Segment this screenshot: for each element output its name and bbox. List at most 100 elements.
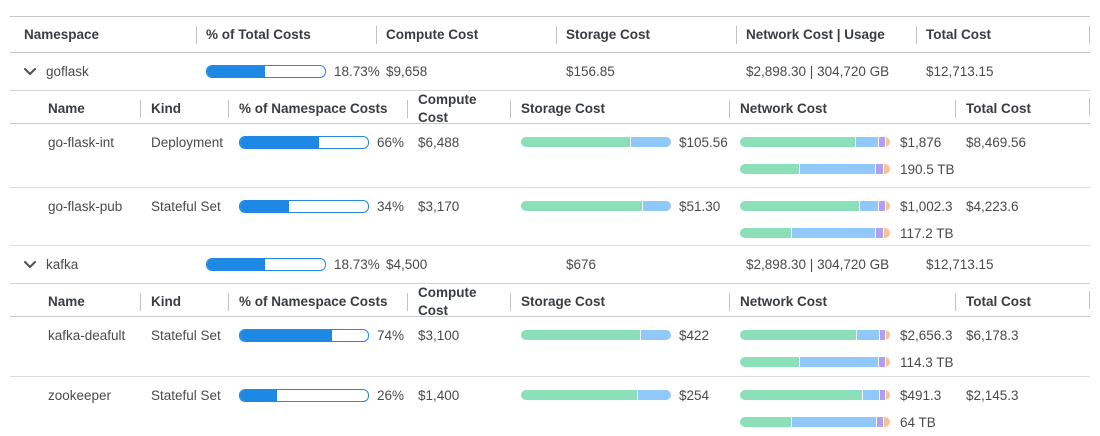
network-cost-bar bbox=[740, 330, 890, 340]
column-header-pct-total[interactable]: % of Total Costs bbox=[196, 26, 376, 44]
workload-table-header: Name Kind % of Namespace Costs Compute C… bbox=[10, 284, 1090, 320]
column-header-network-cost[interactable]: Network Cost bbox=[729, 293, 955, 311]
percent-total-value: 18.73% bbox=[334, 64, 380, 79]
storage-cost-bar bbox=[521, 201, 671, 211]
percent-total-bar bbox=[206, 65, 326, 78]
storage-cost-cell: $51.30 bbox=[510, 188, 729, 245]
network-cost-bar bbox=[740, 390, 890, 400]
column-header-network-cost[interactable]: Network Cost bbox=[729, 100, 955, 118]
network-cost-value: $491.3 bbox=[900, 387, 942, 403]
compute-cost-cell: $3,100 bbox=[407, 317, 510, 376]
storage-cost-cell: $422 bbox=[510, 317, 729, 376]
workload-name-cell: go-flask-int bbox=[10, 124, 140, 187]
storage-cost-bar bbox=[521, 390, 671, 400]
column-header-storage-cost[interactable]: Storage Cost bbox=[510, 293, 729, 311]
pct-total-cell: 18.73% bbox=[196, 53, 380, 90]
workload-kind-cell: Stateful Set bbox=[140, 188, 228, 245]
storage-cost-cell: $105.56 bbox=[510, 124, 729, 187]
network-cost-bar bbox=[740, 137, 890, 147]
percent-namespace-value: 26% bbox=[377, 387, 405, 403]
percent-namespace-value: 66% bbox=[377, 134, 405, 150]
chevron-down-icon[interactable] bbox=[24, 260, 36, 269]
network-cost-cell: $1,002.3 117.2 TB bbox=[729, 188, 955, 245]
workload-name-cell: kafka-deafult bbox=[10, 317, 140, 376]
chevron-down-icon[interactable] bbox=[24, 67, 36, 76]
network-cost-cell: $1,876 190.5 TB bbox=[729, 124, 955, 187]
namespace-name-cell: goflask bbox=[10, 53, 196, 90]
workload-row-go-flask-pub[interactable]: go-flask-pub Stateful Set 34% $3,170 $51… bbox=[10, 188, 1090, 246]
storage-cost-value: $254 bbox=[679, 387, 710, 403]
column-header-kind[interactable]: Kind bbox=[140, 293, 228, 311]
workload-name: zookeeper bbox=[48, 387, 112, 403]
total-cost-cell: $4,223.6 bbox=[955, 188, 1090, 245]
compute-cost-value: $4,500 bbox=[386, 257, 428, 272]
network-usage-bar bbox=[740, 164, 890, 174]
namespace-row-goflask[interactable]: goflask 18.73% $9,658 $156.85 $2,898.30 … bbox=[10, 53, 1090, 91]
column-header-compute-cost[interactable]: Compute Cost bbox=[407, 91, 510, 127]
percent-namespace-value: 74% bbox=[377, 327, 405, 343]
network-cost-value: $1,002.3 bbox=[900, 198, 953, 214]
compute-cost-cell: $6,488 bbox=[407, 124, 510, 187]
network-cost-usage-value: $2,898.30 | 304,720 GB bbox=[746, 64, 890, 79]
column-header-network-cost-usage[interactable]: Network Cost | Usage bbox=[736, 26, 916, 44]
network-usage-value: 117.2 TB bbox=[900, 225, 954, 241]
compute-cost-value: $1,400 bbox=[418, 387, 460, 403]
workload-name-cell: zookeeper bbox=[10, 377, 140, 436]
namespace-name-cell: kafka bbox=[10, 246, 196, 283]
storage-cost-bar bbox=[521, 137, 671, 147]
pct-namespace-cell: 26% bbox=[228, 377, 407, 436]
column-header-name[interactable]: Name bbox=[48, 294, 85, 309]
network-cost-value: $1,876 bbox=[900, 134, 942, 150]
namespace-row-kafka[interactable]: kafka 18.73% $4,500 $676 $2,898.30 | 304… bbox=[10, 246, 1090, 284]
percent-namespace-value: 34% bbox=[377, 198, 405, 214]
total-cost-value: $8,469.56 bbox=[966, 134, 1027, 150]
total-cost-cell: $8,469.56 bbox=[955, 124, 1090, 187]
compute-cost-cell: $3,170 bbox=[407, 188, 510, 245]
storage-cost-value: $156.85 bbox=[566, 64, 615, 79]
column-header-kind[interactable]: Kind bbox=[140, 100, 228, 118]
network-cost-value: $2,656.3 bbox=[900, 327, 953, 343]
percent-namespace-bar bbox=[239, 199, 369, 213]
namespace-cost-table: Namespace % of Total Costs Compute Cost … bbox=[10, 16, 1090, 436]
column-header-total-cost[interactable]: Total Cost bbox=[916, 26, 1090, 44]
network-cost-cell: $2,656.3 114.3 TB bbox=[729, 317, 955, 376]
storage-cost-value: $422 bbox=[679, 327, 710, 343]
namespace-name: kafka bbox=[46, 257, 79, 272]
percent-namespace-bar bbox=[239, 328, 369, 342]
compute-cost-value: $9,658 bbox=[386, 64, 428, 79]
column-header-pct-namespace[interactable]: % of Namespace Costs bbox=[228, 293, 407, 311]
total-cost-value: $2,145.3 bbox=[966, 387, 1019, 403]
pct-namespace-cell: 34% bbox=[228, 188, 407, 245]
workload-kind-cell: Stateful Set bbox=[140, 377, 228, 436]
percent-total-value: 18.73% bbox=[334, 257, 380, 272]
percent-namespace-bar bbox=[239, 388, 369, 402]
pct-namespace-cell: 66% bbox=[228, 124, 407, 187]
network-usage-value: 190.5 TB bbox=[900, 161, 955, 177]
workload-kind: Deployment bbox=[151, 134, 224, 150]
column-header-compute-cost[interactable]: Compute Cost bbox=[407, 284, 510, 320]
pct-total-cell: 18.73% bbox=[196, 246, 380, 283]
total-cost-cell: $6,178.3 bbox=[955, 317, 1090, 376]
column-header-storage-cost[interactable]: Storage Cost bbox=[510, 100, 729, 118]
network-usage-value: 114.3 TB bbox=[900, 354, 954, 370]
compute-cost-value: $3,170 bbox=[418, 198, 460, 214]
column-header-namespace[interactable]: Namespace bbox=[24, 26, 100, 42]
storage-cost-value: $105.56 bbox=[679, 134, 728, 150]
workload-kind-cell: Deployment bbox=[140, 124, 228, 187]
network-usage-value: 64 TB bbox=[900, 414, 936, 430]
column-header-total-cost[interactable]: Total Cost bbox=[955, 100, 1090, 118]
column-header-storage-cost[interactable]: Storage Cost bbox=[556, 26, 736, 44]
column-header-compute-cost[interactable]: Compute Cost bbox=[376, 26, 556, 44]
workload-kind: Stateful Set bbox=[151, 198, 221, 214]
column-header-total-cost[interactable]: Total Cost bbox=[955, 293, 1090, 311]
percent-total-bar bbox=[206, 258, 326, 271]
column-header-pct-namespace[interactable]: % of Namespace Costs bbox=[228, 100, 407, 118]
column-header-name[interactable]: Name bbox=[48, 101, 85, 116]
workload-row-go-flask-int[interactable]: go-flask-int Deployment 66% $6,488 $105.… bbox=[10, 124, 1090, 188]
network-usage-bar bbox=[740, 417, 890, 427]
workload-row-zookeeper[interactable]: zookeeper Stateful Set 26% $1,400 $254 $… bbox=[10, 377, 1090, 436]
workload-name: go-flask-pub bbox=[48, 198, 123, 214]
workload-row-kafka-deafult[interactable]: kafka-deafult Stateful Set 74% $3,100 $4… bbox=[10, 317, 1090, 377]
network-usage-bar bbox=[740, 228, 890, 238]
